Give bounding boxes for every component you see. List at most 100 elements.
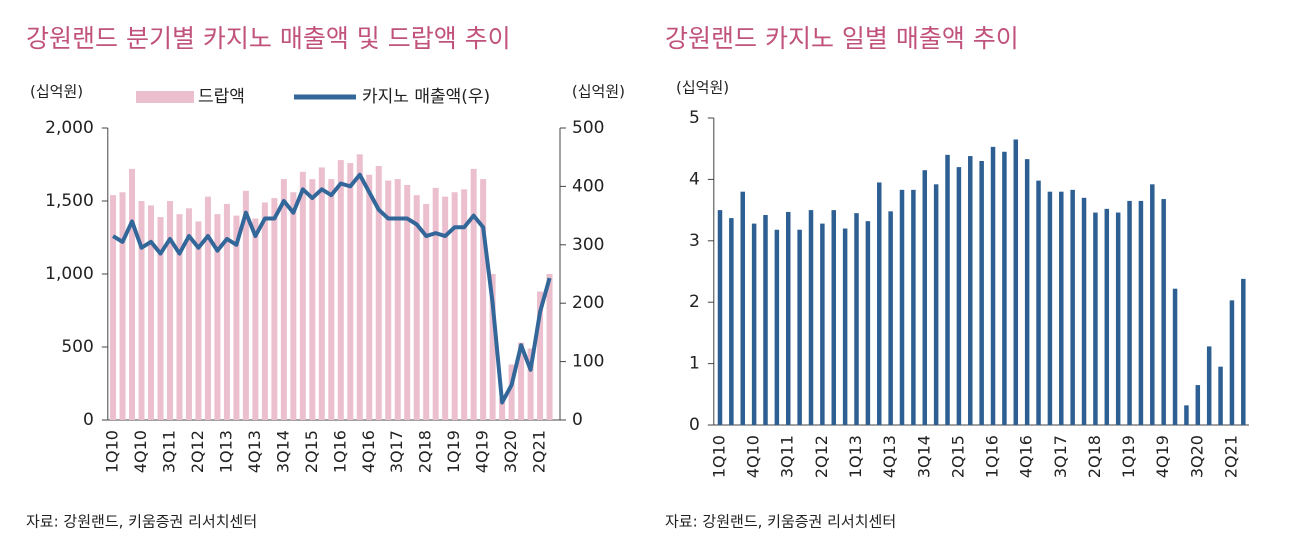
bar xyxy=(1206,346,1212,425)
bar xyxy=(432,187,439,420)
bar xyxy=(968,156,973,425)
x-tick-label: 2Q21 xyxy=(1221,435,1240,478)
bar xyxy=(717,210,723,425)
bar xyxy=(328,179,335,420)
bar xyxy=(290,192,297,420)
bar xyxy=(366,174,373,420)
bar xyxy=(899,189,905,425)
bar xyxy=(318,167,325,420)
x-tick-label: 4Q19 xyxy=(473,430,492,473)
bar xyxy=(854,213,859,425)
chart-title: 강원랜드 카지노 일별 매출액 추이 xyxy=(665,24,1019,53)
bar xyxy=(933,184,939,425)
x-tick-label: 1Q19 xyxy=(1119,435,1138,478)
y2-tick-label: 500 xyxy=(572,118,604,138)
legend-label: 드랍액 xyxy=(198,87,245,107)
bar xyxy=(138,201,145,420)
x-tick-label: 1Q13 xyxy=(216,430,235,473)
bar xyxy=(1059,191,1064,425)
bar xyxy=(480,179,487,420)
bar xyxy=(1081,197,1087,425)
x-tick-label: 3Q17 xyxy=(1051,435,1070,478)
bar xyxy=(729,218,734,425)
y-tick-label: 4 xyxy=(689,169,700,189)
bar xyxy=(242,190,249,420)
y2-tick-label: 0 xyxy=(572,410,583,430)
line xyxy=(111,172,552,405)
bar xyxy=(299,171,306,420)
bar xyxy=(261,202,268,420)
bar xyxy=(233,215,240,420)
y-tick-label: 0 xyxy=(689,415,700,435)
bar xyxy=(1013,139,1019,426)
bar xyxy=(537,291,544,420)
bar xyxy=(280,179,287,420)
y2-axis-unit: (십억원) xyxy=(572,83,625,101)
x-tick-label: 3Q11 xyxy=(778,435,797,478)
bar xyxy=(394,179,401,420)
bar xyxy=(922,170,928,425)
bar xyxy=(1184,405,1189,425)
x-tick-label: 1Q19 xyxy=(444,430,463,473)
x-tick-label: 1Q13 xyxy=(846,435,865,478)
bar xyxy=(831,210,837,425)
bar xyxy=(546,274,553,420)
bar xyxy=(404,184,411,420)
bar xyxy=(865,221,871,425)
y2-tick-label: 200 xyxy=(572,293,604,313)
source: 자료: 강원랜드, 키움증권 리서치센터 xyxy=(665,513,896,531)
x-tick-label: 2Q12 xyxy=(188,430,207,473)
bar xyxy=(1024,159,1030,425)
source: 자료: 강원랜드, 키움증권 리서치센터 xyxy=(26,513,257,531)
bar xyxy=(1070,189,1075,425)
x-tick-label: 4Q13 xyxy=(880,435,899,478)
bar xyxy=(1036,180,1041,425)
bar xyxy=(223,203,230,420)
bar xyxy=(1115,212,1121,425)
x-tick-label: 1Q10 xyxy=(103,430,122,473)
bar xyxy=(1161,199,1166,425)
x-tick-label: 4Q10 xyxy=(131,430,150,473)
y2-tick-label: 300 xyxy=(572,235,604,255)
bar xyxy=(347,163,354,421)
x-tick-label: 4Q16 xyxy=(359,430,378,473)
bar xyxy=(356,154,363,420)
x-tick-label: 4Q19 xyxy=(1153,435,1172,478)
x-tick-label: 2Q21 xyxy=(530,430,549,473)
bar xyxy=(785,211,791,425)
bar xyxy=(1241,278,1246,425)
bar xyxy=(1093,212,1098,425)
bar xyxy=(470,168,477,420)
bar xyxy=(842,228,848,425)
y-tick-label: 1,000 xyxy=(45,264,94,284)
bar xyxy=(119,192,126,420)
bar xyxy=(808,210,814,425)
x-tick-label: 3Q17 xyxy=(387,430,406,473)
bar xyxy=(129,168,136,420)
y-tick-label: 2 xyxy=(689,292,700,312)
bar xyxy=(774,229,780,425)
bar xyxy=(337,160,344,420)
chart-title: 강원랜드 분기별 카지노 매출액 및 드랍액 추이 xyxy=(26,24,511,53)
bar xyxy=(1229,300,1235,425)
x-tick-label: 2Q18 xyxy=(1085,435,1104,478)
bar xyxy=(911,189,916,425)
bar xyxy=(309,179,316,420)
x-tick-label: 3Q20 xyxy=(501,430,520,473)
bar xyxy=(990,146,996,425)
bar xyxy=(1218,366,1223,425)
bar xyxy=(751,223,757,425)
bar xyxy=(204,196,211,420)
bar xyxy=(195,221,202,420)
bar xyxy=(763,215,768,425)
legend-label: 카지노 매출액(우) xyxy=(362,87,490,107)
bar xyxy=(385,180,392,420)
bar xyxy=(423,203,430,420)
bar xyxy=(166,201,173,420)
bar xyxy=(442,196,449,420)
bar xyxy=(1195,385,1201,425)
x-tick-label: 2Q18 xyxy=(416,430,435,473)
bar xyxy=(527,348,534,420)
bar xyxy=(176,214,183,420)
